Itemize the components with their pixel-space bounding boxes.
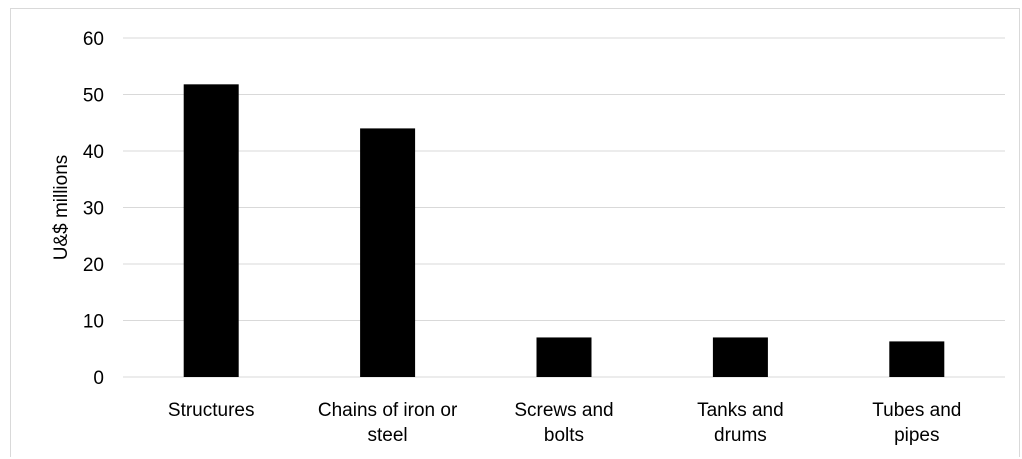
bar xyxy=(712,337,768,377)
category-label-line: Chains of iron or xyxy=(318,400,458,421)
category-label-line: bolts xyxy=(544,425,584,446)
y-tick-label: 20 xyxy=(83,255,104,276)
category-label-line: Tubes and xyxy=(872,400,961,421)
category-label: Tanks and drums xyxy=(697,400,784,446)
y-tick-label: 40 xyxy=(83,142,104,163)
bars xyxy=(183,84,945,377)
category-label-line: pipes xyxy=(894,425,939,446)
category-label-line: Structures xyxy=(168,400,255,421)
y-tick-labels: 0 10 20 30 40 50 60 xyxy=(83,29,104,389)
category-label-line: Tanks and xyxy=(697,400,784,421)
chart-frame xyxy=(10,8,1020,457)
y-tick-label: 0 xyxy=(93,368,104,389)
y-tick-label: 60 xyxy=(83,29,104,50)
gridlines xyxy=(123,37,1005,378)
bar xyxy=(889,341,945,377)
category-labels: Structures Chains of iron or steel Screws a… xyxy=(168,400,961,446)
y-tick-label: 50 xyxy=(83,86,104,107)
category-label: Chains of iron or steel xyxy=(318,400,458,446)
y-tick-label: 10 xyxy=(83,312,104,333)
category-label-line: steel xyxy=(368,425,408,446)
category-label: Structures xyxy=(168,400,255,421)
category-label-line: Screws and xyxy=(514,400,613,421)
category-label-line: drums xyxy=(714,425,767,446)
bar xyxy=(536,337,592,377)
bar xyxy=(360,128,416,377)
y-axis-title: U&$ millions xyxy=(51,155,72,261)
y-tick-label: 30 xyxy=(83,199,104,220)
bar xyxy=(183,84,239,377)
category-label: Tubes and pipes xyxy=(872,400,961,446)
category-label: Screws and bolts xyxy=(514,400,613,446)
